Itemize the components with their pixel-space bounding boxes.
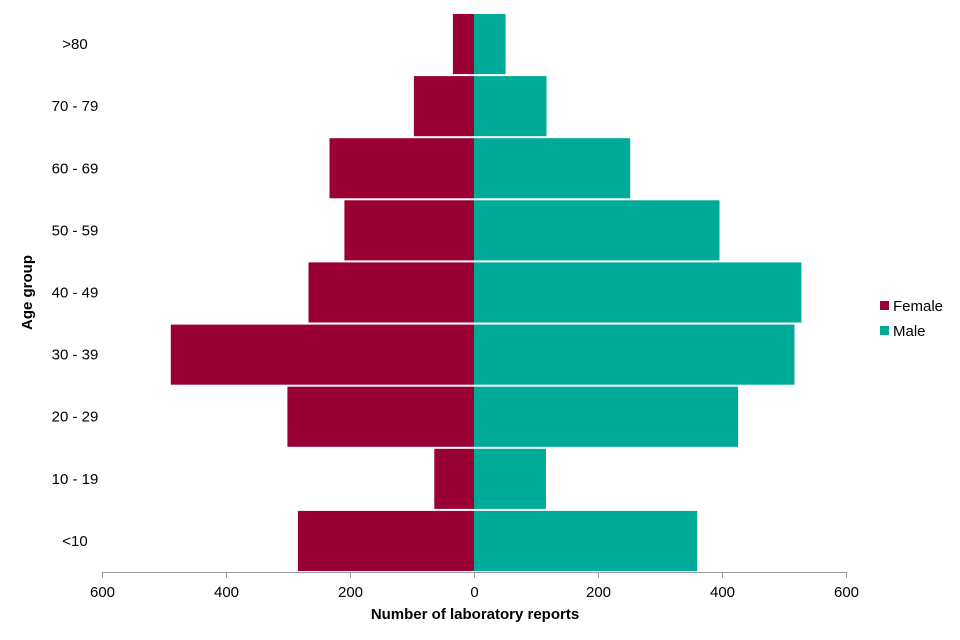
x-axis-title: Number of laboratory reports <box>371 606 579 623</box>
y-tick-label: 40 - 49 <box>52 285 99 302</box>
legend: Female Male <box>880 298 943 340</box>
y-axis-ticks: <10 10 - 19 20 - 29 30 - 39 40 - 49 50 - 59 60… <box>52 36 99 550</box>
bar-female-over-80 <box>452 14 474 75</box>
legend-swatch-male <box>880 326 889 335</box>
bar-female-40-49 <box>308 262 474 323</box>
y-axis-title: Age group <box>19 255 36 330</box>
y-tick-label: 10 - 19 <box>52 471 99 488</box>
bar-female-30-39 <box>170 324 475 385</box>
bar-male-10-19 <box>474 448 546 509</box>
bar-male-30-39 <box>474 324 795 385</box>
y-tick-label: 20 - 29 <box>52 409 99 426</box>
y-tick-label: 50 - 59 <box>52 222 99 239</box>
legend-swatch-female <box>880 301 889 310</box>
legend-label-male: Male <box>893 323 926 340</box>
bar-male-60-69 <box>474 138 631 199</box>
bars-group <box>170 14 802 571</box>
x-axis-ticks: 600 400 200 0 200 400 600 <box>90 572 859 601</box>
bar-male-over-80 <box>474 14 506 75</box>
legend-label-female: Female <box>893 298 943 315</box>
bar-female-10-19 <box>434 448 474 509</box>
y-tick-label: 70 - 79 <box>52 98 99 115</box>
x-tick-label: 200 <box>338 584 363 601</box>
bar-male-under-10 <box>474 510 698 571</box>
x-tick-label: 400 <box>710 584 735 601</box>
y-tick-label: 60 - 69 <box>52 160 99 177</box>
y-tick-label: <10 <box>62 533 87 550</box>
x-tick-label: 600 <box>90 584 115 601</box>
bar-female-70-79 <box>413 76 474 137</box>
bar-female-under-10 <box>297 510 474 571</box>
bar-female-50-59 <box>344 200 474 261</box>
bar-female-60-69 <box>329 138 474 199</box>
y-tick-label: 30 - 39 <box>52 347 99 364</box>
x-tick-label: 0 <box>470 584 478 601</box>
bar-male-50-59 <box>474 200 720 261</box>
bar-male-40-49 <box>474 262 802 323</box>
bar-female-20-29 <box>287 386 474 447</box>
bar-male-70-79 <box>474 76 547 137</box>
x-tick-label: 200 <box>586 584 611 601</box>
x-tick-label: 600 <box>834 584 859 601</box>
y-tick-label: >80 <box>62 36 87 53</box>
x-tick-label: 400 <box>214 584 239 601</box>
bar-male-20-29 <box>474 386 739 447</box>
